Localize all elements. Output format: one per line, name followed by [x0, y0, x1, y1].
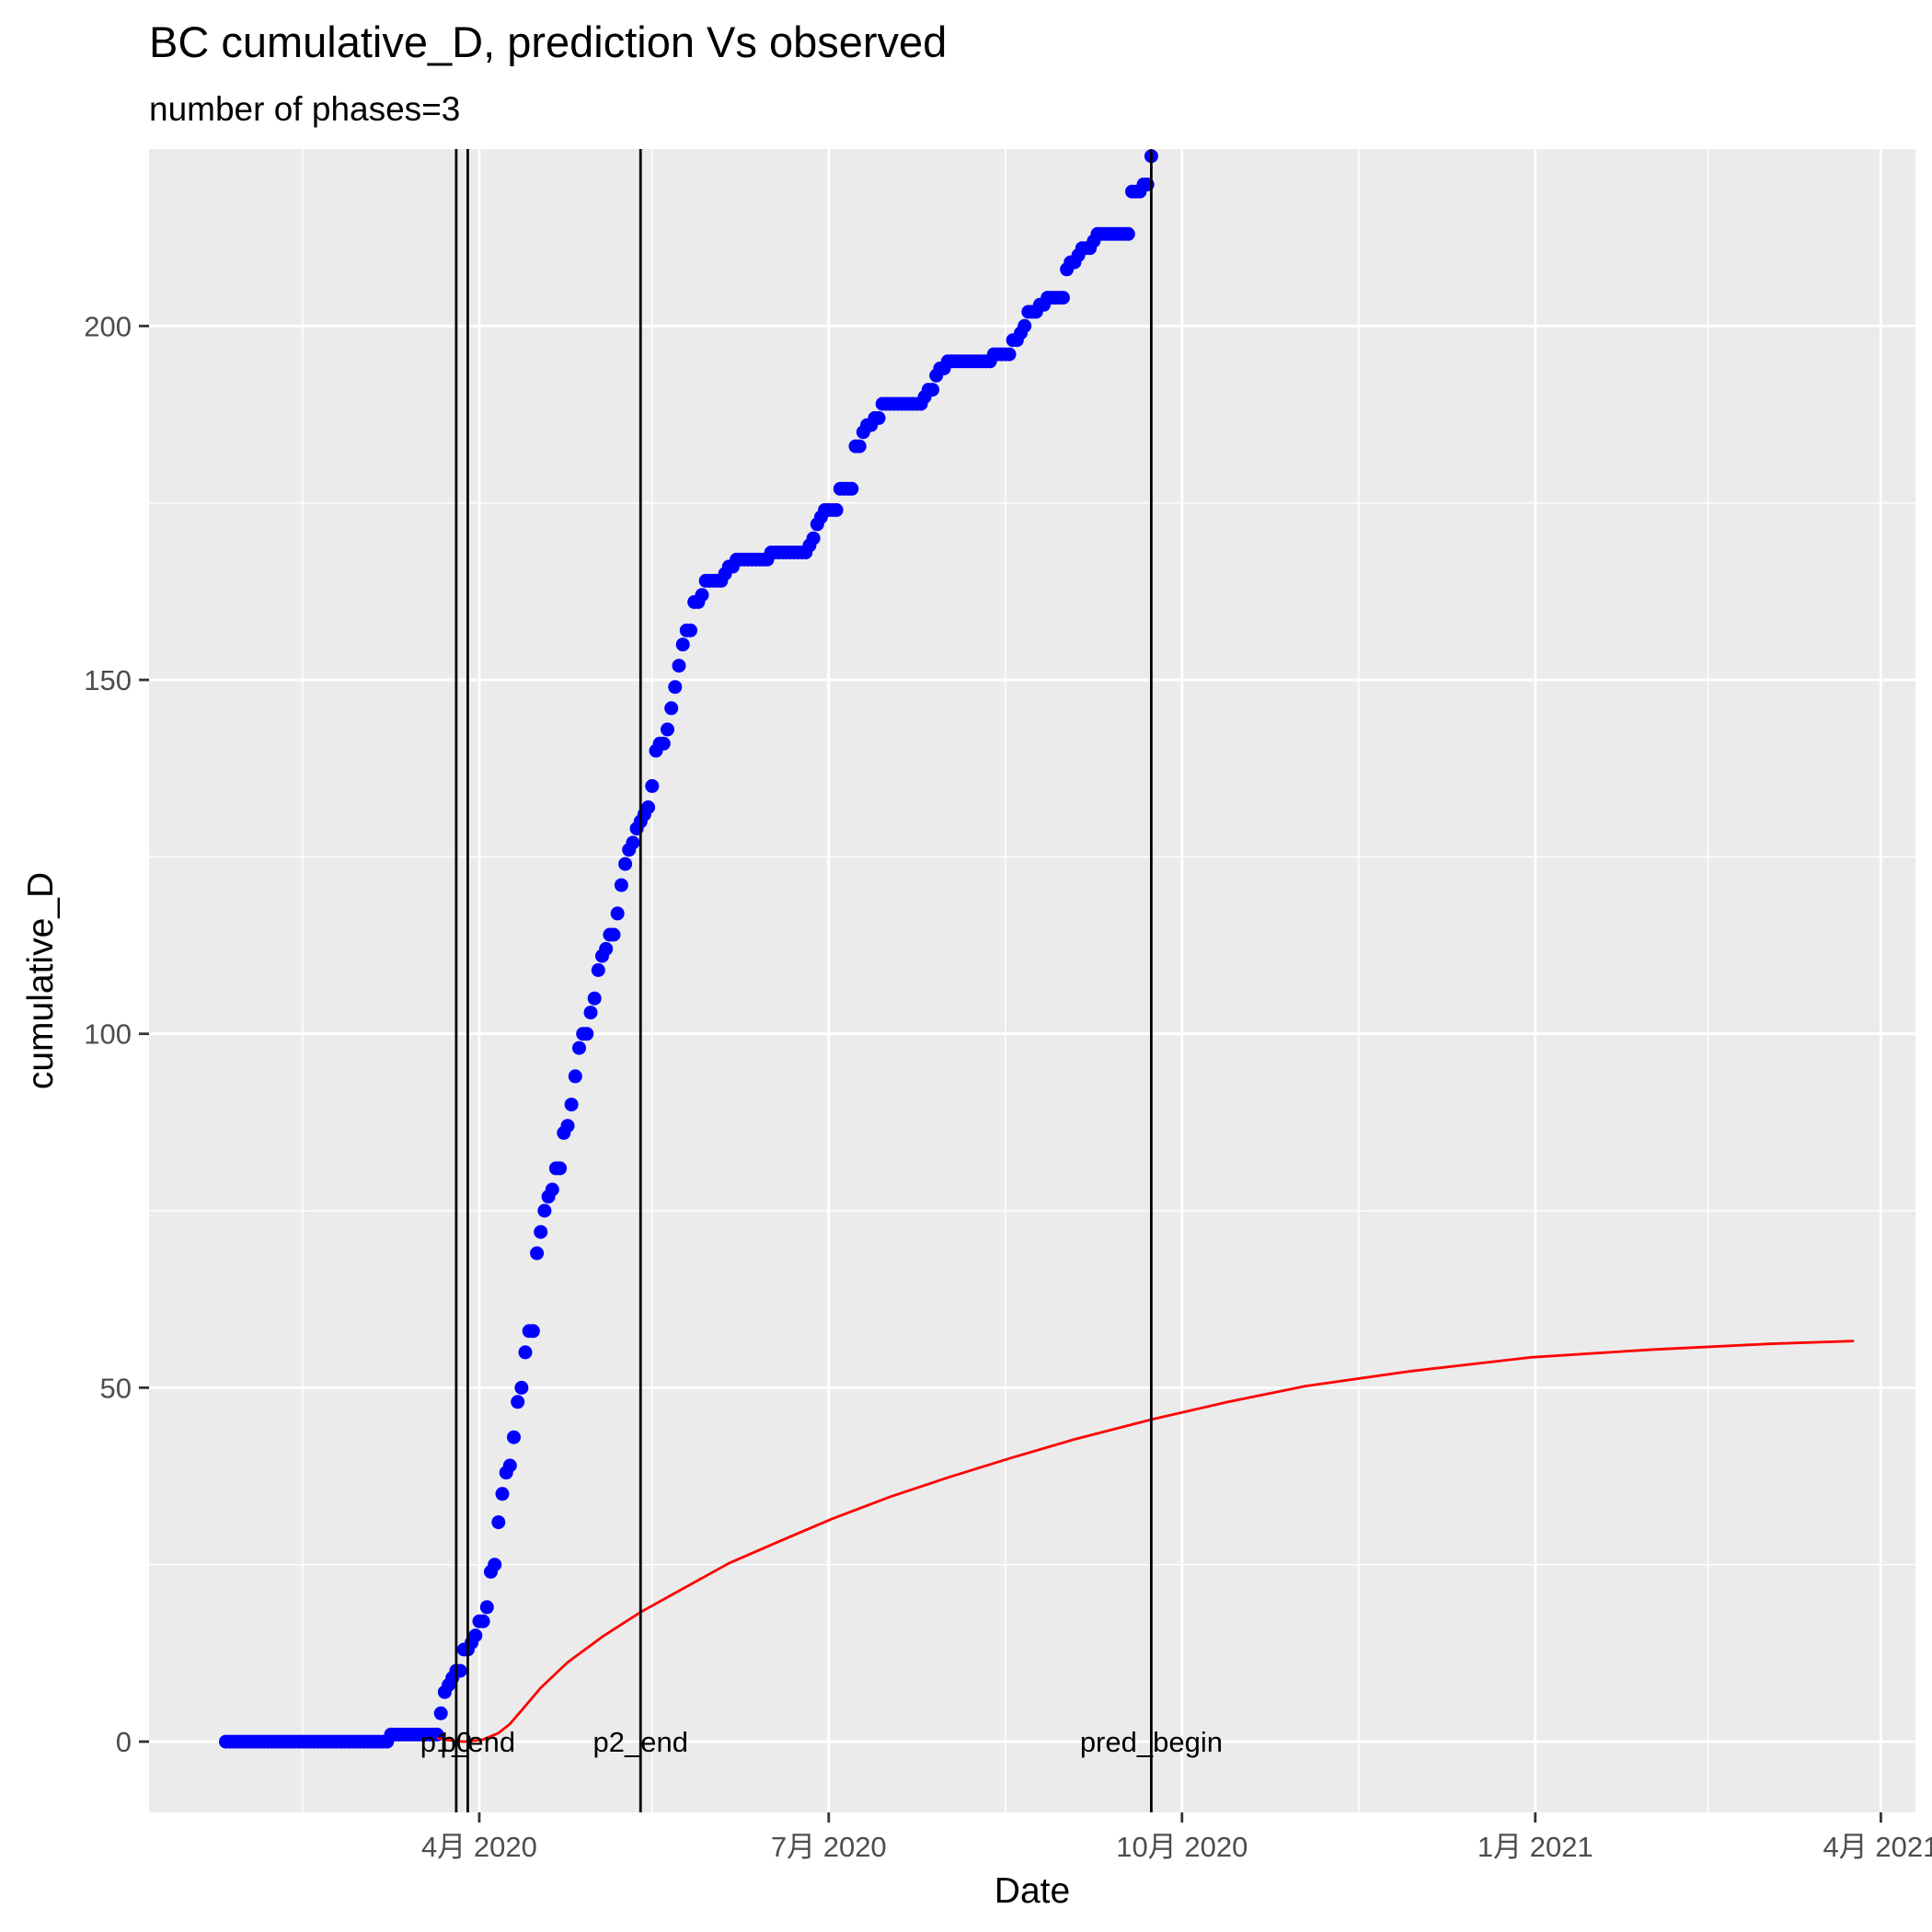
observed-point [468, 1628, 483, 1643]
observed-point [645, 778, 660, 793]
chart-title: BC cumulative_D, prediction Vs observed [149, 17, 947, 66]
observed-point [568, 1069, 582, 1084]
observed-point [518, 1345, 533, 1360]
observed-point [591, 963, 605, 977]
observed-point [564, 1098, 579, 1112]
chart-subtitle: number of phases=3 [149, 90, 460, 128]
x-tick-label: 7月 2020 [771, 1831, 887, 1863]
observed-point [684, 623, 697, 638]
observed-point [507, 1430, 521, 1444]
observed-point [852, 439, 867, 454]
x-tick-label: 4月 2020 [421, 1831, 537, 1863]
observed-point [606, 927, 621, 942]
grid-major [149, 149, 1915, 1812]
observed-point [530, 1246, 545, 1260]
observed-point [668, 680, 683, 695]
grid-minor [149, 149, 1915, 1812]
observed-point [599, 941, 614, 956]
observed-point [488, 1558, 502, 1572]
observed-point [587, 991, 602, 1006]
observed-point [656, 736, 671, 751]
observed-point [534, 1225, 548, 1239]
observed-point [537, 1203, 552, 1218]
observed-point [580, 1027, 594, 1041]
observed-point [871, 410, 886, 425]
y-tick-label: 100 [84, 1018, 132, 1051]
observed-point [829, 502, 844, 517]
observed-point [626, 835, 640, 850]
observed-point [572, 1041, 586, 1055]
observed-point [610, 906, 625, 921]
y-tick-label: 0 [116, 1726, 132, 1758]
observed-point [502, 1458, 517, 1473]
observed-point [511, 1395, 525, 1409]
observed-point [491, 1515, 506, 1530]
observed-point [525, 1324, 540, 1339]
phase-label: p1_end [420, 1726, 515, 1758]
x-tick-label: 1月 2021 [1478, 1831, 1593, 1863]
observed-point [845, 481, 859, 496]
observed-point [672, 659, 686, 673]
observed-point [675, 638, 690, 652]
observed-point [661, 722, 674, 737]
y-axis-title: cumulative_D [21, 872, 61, 1089]
observed-point [545, 1182, 559, 1197]
observed-point [583, 1006, 598, 1020]
observed-point [1121, 226, 1135, 241]
x-tick-label: 4月 2021 [1823, 1831, 1932, 1863]
observed-point [695, 588, 709, 603]
observed-point [664, 701, 679, 716]
observed-point [1055, 291, 1070, 305]
observed-point [1002, 347, 1017, 362]
observed-point [614, 878, 628, 892]
y-tick-label: 150 [84, 664, 132, 696]
observed-point [641, 800, 656, 814]
x-axis-title: Date [995, 1871, 1070, 1911]
phase-label: pred_begin [1080, 1726, 1223, 1758]
observed-point [495, 1487, 510, 1501]
observed-point [926, 383, 939, 397]
axes: 0 50 100 150 200 4月 2020 7月 2020 10月 2020 1月 202… [84, 310, 1932, 1863]
observed-point [560, 1119, 575, 1133]
y-tick-label: 50 [100, 1372, 132, 1404]
observed-point [514, 1380, 529, 1395]
y-tick-label: 200 [84, 310, 132, 342]
x-tick-label: 10月 2020 [1116, 1831, 1248, 1863]
observed-point [1018, 318, 1032, 333]
phase-label: p2_end [593, 1726, 688, 1758]
observed-point [618, 857, 633, 871]
observed-point [479, 1600, 494, 1615]
prediction-series [436, 1340, 1855, 1743]
plot-panel [149, 149, 1915, 1812]
observed-point [806, 531, 821, 546]
prediction-line [436, 1340, 1855, 1743]
observed-point [476, 1614, 490, 1628]
observed-point [433, 1706, 448, 1720]
observed-point [553, 1161, 568, 1176]
